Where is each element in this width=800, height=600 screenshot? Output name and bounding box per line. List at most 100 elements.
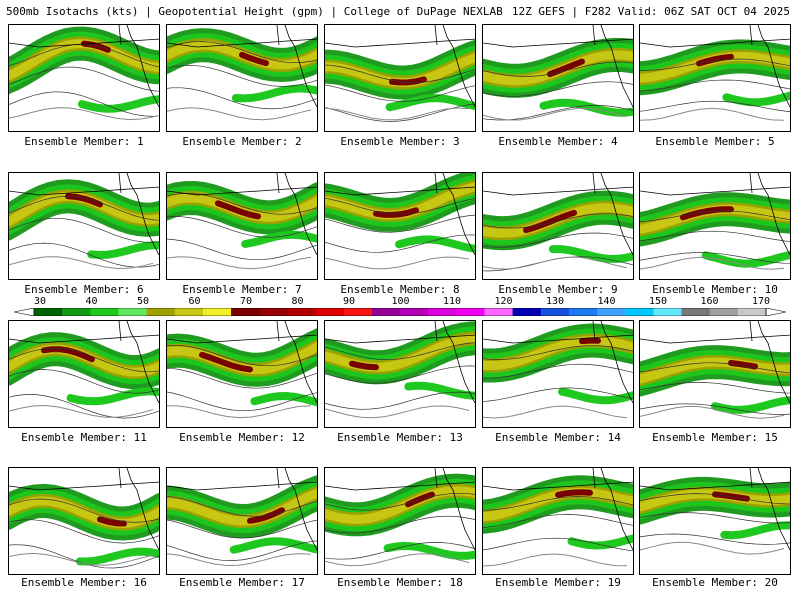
colorbar-swatch xyxy=(231,308,260,316)
member-label: Ensemble Member: 6 xyxy=(24,283,144,296)
colorbar-swatch xyxy=(625,308,654,316)
colorbar-tick-label: 120 xyxy=(494,296,513,307)
colorbar-strip xyxy=(14,308,786,316)
member-map-panel xyxy=(639,172,791,280)
member-map-panel xyxy=(324,24,476,132)
colorbar-swatch xyxy=(540,308,570,316)
colorbar-tick-label: 60 xyxy=(188,296,201,307)
isotach-map xyxy=(483,468,633,567)
colorbar-tick-label: 160 xyxy=(700,296,719,307)
isotach-map xyxy=(483,321,633,419)
member-label: Ensemble Member: 14 xyxy=(495,431,621,444)
isotach-map xyxy=(325,321,475,419)
isotach-map xyxy=(167,321,317,419)
isotach-map xyxy=(483,173,633,272)
colorbar-swatch xyxy=(456,308,485,316)
member-map-panel xyxy=(324,320,476,428)
member-label: Ensemble Member: 5 xyxy=(655,135,775,148)
member-label: Ensemble Member: 19 xyxy=(495,576,621,589)
colorbar-swatch xyxy=(259,308,288,316)
isotach-map xyxy=(325,468,475,567)
colorbar-swatch xyxy=(90,308,119,316)
member-label: Ensemble Member: 10 xyxy=(652,283,778,296)
member-label: Ensemble Member: 18 xyxy=(337,576,463,589)
member-map-panel xyxy=(166,24,318,132)
member-map-panel xyxy=(482,467,634,575)
colorbar-swatch xyxy=(737,308,767,316)
isotach-map xyxy=(640,25,790,121)
member-map-panel xyxy=(8,320,160,428)
member-label: Ensemble Member: 12 xyxy=(179,431,305,444)
member-label: Ensemble Member: 11 xyxy=(21,431,147,444)
member-label: Ensemble Member: 20 xyxy=(652,576,778,589)
colorbar-swatch xyxy=(512,308,542,316)
page-header: 500mb Isotachs (kts) | Geopotential Heig… xyxy=(0,0,800,22)
colorbar-swatch xyxy=(62,308,91,316)
colorbar-swatch xyxy=(118,308,147,316)
isotach-map xyxy=(483,25,633,121)
member-label: Ensemble Member: 1 xyxy=(24,135,144,148)
colorbar-swatch xyxy=(484,308,513,316)
colorbar-swatch xyxy=(34,308,63,316)
isotach-map xyxy=(9,25,159,121)
isotach-map xyxy=(640,468,790,555)
colorbar-swatch xyxy=(400,308,429,316)
member-label: Ensemble Member: 7 xyxy=(182,283,302,296)
colorbar-tick-label: 150 xyxy=(648,296,668,307)
colorbar-swatch xyxy=(597,308,626,316)
member-label: Ensemble Member: 4 xyxy=(498,135,618,148)
colorbar-swatch xyxy=(343,308,373,316)
member-map-panel xyxy=(8,172,160,280)
member-map-panel xyxy=(482,320,634,428)
member-map-panel xyxy=(639,467,791,575)
isotach-map xyxy=(167,173,317,270)
isotach-map xyxy=(9,173,159,270)
colorbar-swatch xyxy=(568,308,598,316)
colorbar-tick-label: 140 xyxy=(597,296,616,307)
isotach-map xyxy=(9,321,159,419)
member-label: Ensemble Member: 2 xyxy=(182,135,302,148)
member-map-panel xyxy=(166,172,318,280)
member-label: Ensemble Member: 15 xyxy=(652,431,778,444)
member-map-panel xyxy=(324,467,476,575)
isotach-colorbar: 30 40 50 60 70 80 90 100 110 120 130 140 150 160 170 xyxy=(0,296,800,320)
member-map-panel xyxy=(8,467,160,575)
isotach-map xyxy=(325,173,475,270)
product-title: 500mb Isotachs (kts) | Geopotential Heig… xyxy=(6,5,503,18)
colorbar-tick-label: 70 xyxy=(239,296,253,307)
colorbar-tick-label: 170 xyxy=(751,296,771,307)
isotach-map xyxy=(167,25,317,121)
colorbar-swatch xyxy=(287,308,316,316)
colorbar-swatch xyxy=(709,308,739,316)
colorbar-swatch xyxy=(174,308,204,316)
member-map-panel xyxy=(639,320,791,428)
member-label: Ensemble Member: 8 xyxy=(340,283,460,296)
isotach-map xyxy=(167,468,317,567)
member-map-panel xyxy=(482,24,634,132)
isotach-map xyxy=(640,321,790,419)
colorbar-swatch xyxy=(681,308,710,316)
member-label: Ensemble Member: 16 xyxy=(21,576,147,589)
colorbar-tick-label: 40 xyxy=(85,296,98,307)
member-label: Ensemble Member: 17 xyxy=(179,576,305,589)
member-map-panel xyxy=(166,467,318,575)
member-map-panel xyxy=(8,24,160,132)
member-map-panel xyxy=(639,24,791,132)
colorbar-swatch xyxy=(371,308,401,316)
member-map-panel xyxy=(166,320,318,428)
colorbar-swatch xyxy=(315,308,344,316)
colorbar-swatch xyxy=(653,308,682,316)
colorbar-swatch xyxy=(202,308,232,316)
isotach-map xyxy=(325,25,475,122)
colorbar-tick-label: 80 xyxy=(291,296,304,307)
colorbar-tick-label: 110 xyxy=(442,296,462,307)
colorbar-tick-label: 130 xyxy=(545,296,565,307)
member-label: Ensemble Member: 9 xyxy=(498,283,618,296)
member-label: Ensemble Member: 13 xyxy=(337,431,463,444)
member-map-panel xyxy=(324,172,476,280)
member-label: Ensemble Member: 3 xyxy=(340,135,460,148)
colorbar-tick-label: 100 xyxy=(391,296,410,307)
run-info: 12Z GEFS | F282 Valid: 06Z SAT OCT 04 20… xyxy=(511,5,790,18)
isotach-map xyxy=(9,468,159,569)
colorbar-tick-label: 90 xyxy=(342,296,356,307)
